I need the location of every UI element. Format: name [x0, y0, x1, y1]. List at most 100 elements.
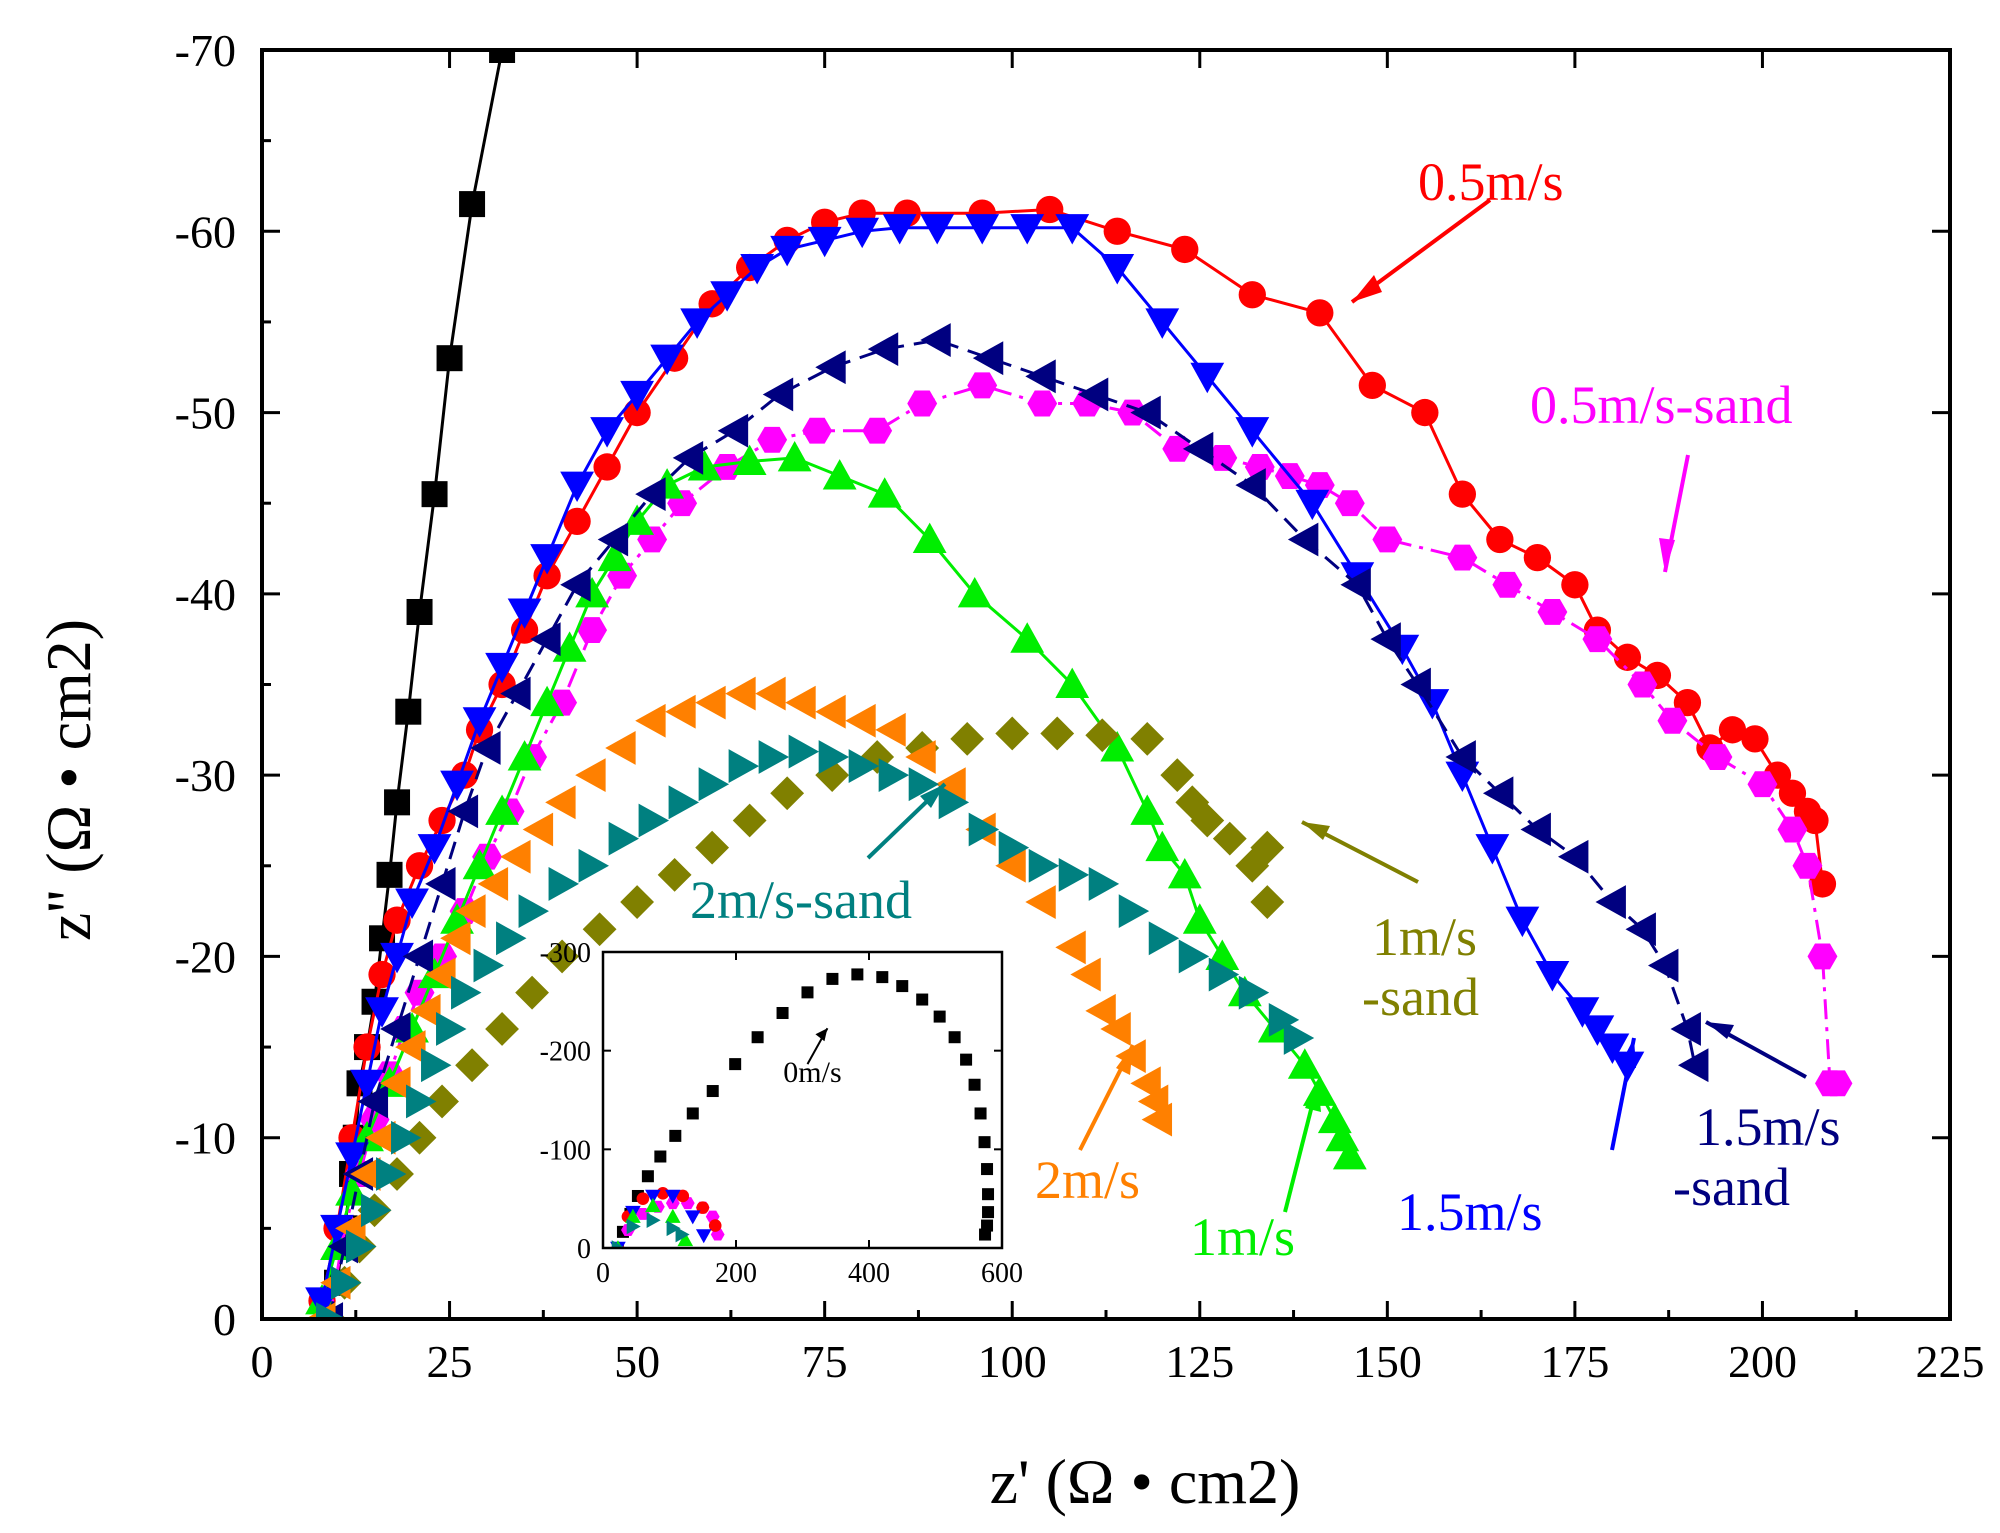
main-point-0-5m-s [510, 616, 539, 644]
main-point-2m-s-sand [1028, 848, 1060, 883]
inset-point-0m-s [776, 1006, 789, 1019]
main-point-2m-s-sand [376, 1157, 407, 1191]
inset-y-tick-label: -200 [540, 1037, 591, 1068]
main-point-0-5m-s [428, 806, 456, 835]
inset-point-2m-s-sand [646, 1212, 661, 1228]
main-point-2m-s-sand [316, 1302, 347, 1319]
main-point-1-5m-s-sand [425, 867, 456, 901]
main-point-1-5m-s [1565, 997, 1600, 1028]
main-y-tick-label: -20 [175, 931, 236, 982]
main-point-1-5m-s [770, 235, 805, 267]
main-point-1m-s [822, 459, 857, 490]
inset-point-0m-s [641, 1170, 654, 1183]
main-point-1-5m-s-sand [470, 731, 501, 765]
main-y-tick-label: -10 [175, 1113, 236, 1164]
main-point-2m-s [500, 839, 531, 874]
main-point-0m-s [489, 50, 516, 63]
main-point-2m-s-sand [451, 975, 482, 1010]
inset-point-0m-s [981, 1163, 994, 1176]
main-point-0-5m-s [1523, 543, 1552, 572]
inset-point-0m-s [916, 993, 929, 1006]
main-series-2m-s [305, 676, 1173, 1319]
main-point-2m-s-sand [361, 1193, 392, 1228]
main-point-0-5m-s-sand [967, 372, 998, 399]
main-point-0-5m-s-sand [1792, 852, 1823, 879]
arrowhead-0-5-sand [1659, 538, 1675, 572]
main-point-2m-s [1025, 885, 1056, 919]
main-point-1-5m-s-sand [560, 567, 591, 602]
inset-point-1m-s [625, 1208, 641, 1223]
main-point-2m-s-sand [1268, 1002, 1300, 1037]
label-1-sand-line1: 1m/s [1372, 907, 1477, 967]
main-y-tick-label: -50 [175, 388, 236, 439]
inset-series-1m-s [613, 1198, 694, 1248]
main-point-1-5m-s [680, 308, 715, 339]
main-point-1m-s-sand [950, 721, 985, 756]
main-point-0-5m-s-sand [1492, 571, 1523, 598]
label-2: 2m/s [1035, 1150, 1140, 1210]
main-x-tick-label: 200 [1728, 1336, 1797, 1387]
x-axis-title: z' (Ω • cm2) [990, 1446, 1301, 1517]
inset-point-0m-s [982, 1188, 995, 1201]
main-point-0-5m-s-sand [1582, 626, 1613, 653]
main-x-tick-label: 150 [1353, 1336, 1422, 1387]
main-point-1m-s-sand [1250, 885, 1285, 919]
main-point-0-5m-s-sand [757, 426, 788, 453]
main-point-1-5m-s [485, 652, 519, 684]
main-point-1-5m-s [417, 834, 452, 865]
inset-point-1m-s [665, 1208, 681, 1223]
main-point-2m-s-sand [518, 894, 549, 929]
main-point-1-5m-s-sand [972, 341, 1004, 376]
main-point-2m-s [477, 867, 509, 901]
main-point-0-5m-s-sand [1747, 771, 1778, 798]
inset-point-0m-s [876, 971, 889, 984]
main-point-1-5m-s [335, 1142, 369, 1173]
main-point-2m-s [875, 712, 906, 747]
inset-point-2m-s-sand [626, 1218, 641, 1235]
inset-annotation-arrowhead [815, 1028, 828, 1042]
main-point-0-5m-s-sand [1244, 454, 1275, 480]
main-point-2m-s-sand [406, 1084, 437, 1119]
inset-point-0m-s [974, 1107, 987, 1120]
main-point-0-5m-s [1778, 779, 1807, 807]
arrowhead-1-sand [1302, 822, 1330, 840]
main-point-1-5m-s [1055, 214, 1090, 245]
main-point-2m-s-sand [698, 767, 730, 802]
main-point-0-5m-s-sand [1162, 435, 1193, 462]
main-point-1-5m-s-sand [717, 413, 749, 448]
main-point-2m-s-sand [668, 785, 700, 820]
main-point-0-5m-s-sand [802, 417, 833, 444]
main-series-layer [305, 50, 1853, 1319]
main-y-tick-label: -60 [175, 206, 236, 257]
label-1-sand-line2: -sand [1362, 967, 1479, 1027]
main-y-tick-label: -40 [175, 569, 236, 620]
arrowhead-2 [1116, 1045, 1133, 1075]
main-point-2m-s-sand [391, 1120, 422, 1155]
main-point-1-5m-s-sand [530, 622, 561, 657]
main-x-tick-label: 50 [614, 1336, 660, 1387]
main-point-2m-s [755, 676, 786, 711]
main-point-2m-s [935, 767, 966, 802]
main-point-1-5m-s [845, 217, 880, 249]
label-1-5-sand-line1: 1.5m/s [1695, 1097, 1841, 1157]
main-point-2m-s [455, 894, 486, 929]
main-point-2m-s-sand [608, 821, 640, 856]
main-point-0-5m-s-sand [1627, 671, 1658, 698]
main-point-1m-s-sand [1160, 758, 1195, 793]
inset-point-1m-s [645, 1198, 661, 1213]
label-0-5-sand: 0.5m/s-sand [1530, 375, 1793, 435]
main-point-1m-s-sand [485, 1012, 519, 1046]
main-point-2m-s-sand [1088, 867, 1120, 901]
inset-series-layer [610, 968, 995, 1248]
main-point-1-5m-s [1505, 906, 1540, 938]
arrowhead-2-sand [920, 784, 945, 808]
main-point-2m-s-sand [998, 830, 1030, 865]
main-point-2m-s-sand [1148, 921, 1180, 956]
main-point-1-5m-s-sand [762, 377, 794, 412]
main-point-2m-s-sand [1058, 857, 1090, 892]
inset-x-tick-label: 600 [981, 1258, 1023, 1289]
inset-point-0m-s [826, 972, 839, 985]
main-x-tick-label: 100 [978, 1336, 1047, 1387]
main-y-tick-label: 0 [213, 1294, 236, 1345]
main-point-0-5m-s-sand [1807, 943, 1838, 970]
